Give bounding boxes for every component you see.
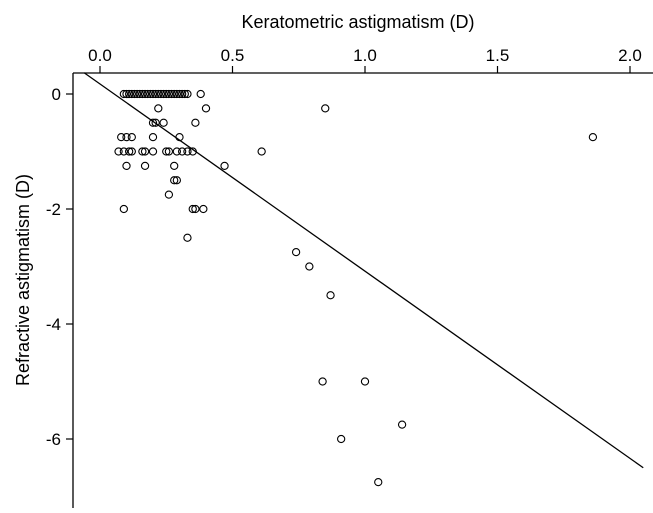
data-point [177,147,187,156]
data-point [119,204,128,214]
data-point [138,89,147,99]
data-point [119,89,128,99]
y-tick-label: 0 [52,85,61,104]
data-point [122,161,131,171]
x-tick-label: 0.5 [221,46,245,65]
data-point [397,420,407,429]
data-point [167,89,176,99]
data-point [336,434,346,444]
y-tick-label: -6 [46,430,61,449]
data-point [140,89,150,99]
data-point [140,161,150,171]
data-point [159,118,168,127]
data-point [305,262,314,271]
data-point [140,147,150,156]
data-point [122,89,131,99]
data-point [159,89,168,99]
data-point [127,147,136,156]
data-point [164,147,174,156]
data-point [183,233,192,242]
data-point [119,147,128,156]
x-tick-label: 0.0 [88,46,112,65]
data-point [172,89,181,99]
data-point [162,89,171,99]
data-point [138,147,147,156]
fit-line-group [83,72,644,469]
data-point [130,89,139,99]
data-point [257,147,266,156]
data-point [191,204,200,214]
axes: 0.0 0.5 1.0 1.5 2.0 0 -2 -4 -6 [46,46,653,508]
data-point [162,147,171,156]
data-point [291,247,301,257]
data-point [172,147,181,156]
data-point [191,118,200,127]
data-point [201,104,211,113]
data-point [148,132,158,142]
y-tick-label: -4 [46,315,61,334]
data-point [148,118,158,127]
data-point [151,89,160,99]
data-point [318,377,327,386]
data-point [143,89,152,99]
data-point [170,176,179,185]
data-point [199,204,208,214]
data-point [170,89,179,99]
data-point [124,147,134,156]
data-point [183,89,192,99]
data-point [124,89,134,99]
data-point [135,89,144,99]
data-points [114,89,598,487]
x-axis-title: Keratometric astigmatism (D) [241,12,474,32]
data-point [188,147,197,156]
data-point [127,132,136,142]
data-point [326,291,335,300]
data-point [146,89,155,99]
data-point [172,176,181,185]
data-point [164,89,174,99]
data-point [154,89,163,99]
x-tick-label: 1.5 [486,46,510,65]
data-point [114,147,123,156]
data-point [220,161,229,171]
data-point [196,89,205,99]
y-tick-label: -2 [46,200,61,219]
data-point [183,147,192,156]
regression-line [83,72,644,469]
x-tick-label: 2.0 [618,46,642,65]
data-point [148,147,158,156]
x-tick-label: 1.0 [353,46,377,65]
data-point [151,118,160,127]
data-point [164,190,174,199]
data-point [177,89,187,99]
data-point [321,104,330,113]
data-point [588,132,598,142]
data-point [180,89,189,99]
data-point [374,477,383,487]
data-point [188,204,197,214]
data-point [148,89,158,99]
data-point [175,89,184,99]
data-point [156,89,166,99]
y-axis-title: Refractive astigmatism (D) [13,174,33,386]
data-point [127,89,136,99]
data-point [175,132,184,142]
data-point [117,132,126,142]
data-point [170,161,179,171]
data-point [132,89,142,99]
data-point [360,377,370,386]
data-point [154,104,163,113]
data-point [122,132,131,142]
